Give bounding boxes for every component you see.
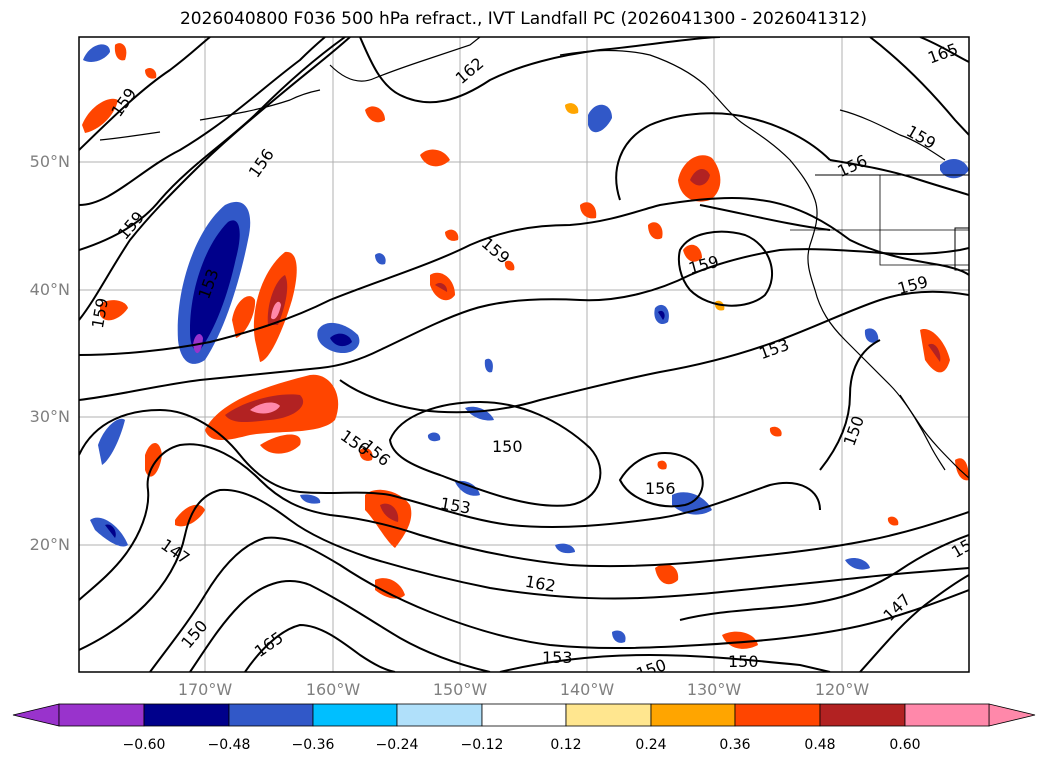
colorbar-tick-label: −0.48 [207, 737, 251, 753]
colorbar-tick-label: 0.24 [635, 737, 667, 753]
coastlines [99, 37, 969, 479]
contour-label: 15 [948, 535, 975, 562]
lat-label: 20°N [29, 535, 70, 554]
lon-label: 150°W [432, 680, 488, 699]
colorbar-segment [143, 703, 230, 727]
lon-label: 160°W [305, 680, 361, 699]
lat-label: 30°N [29, 407, 70, 426]
lat-label: 50°N [29, 152, 70, 171]
colorbar-tick-label: 0.36 [719, 737, 751, 753]
map-frame [78, 36, 970, 673]
lon-label: 130°W [686, 680, 742, 699]
refractivity-shading [82, 43, 969, 649]
contour-label: 153 [542, 648, 573, 667]
lat-label: 40°N [29, 280, 70, 299]
colorbar-tick-label: −0.36 [291, 737, 335, 753]
colorbar-max-arrow [988, 703, 1036, 727]
colorbar-segment [565, 703, 652, 727]
colorbar-segment [481, 703, 567, 727]
gridlines [79, 37, 969, 672]
lon-label: 140°W [559, 680, 615, 699]
colorbar-tick-label: −0.24 [375, 737, 419, 753]
colorbar-tick-label: 0.60 [889, 737, 921, 753]
lon-label: 120°W [814, 680, 870, 699]
contour-label: 156 [645, 479, 676, 498]
map-area [79, 37, 969, 672]
colorbar-tick-label: 0.12 [550, 737, 582, 753]
colorbar [12, 703, 1036, 727]
contour-label: 150 [492, 437, 523, 456]
colorbar-segment [734, 703, 821, 727]
colorbar-segment [650, 703, 736, 727]
colorbar-segment [904, 703, 990, 727]
colorbar-segment [58, 703, 145, 727]
contour-label: 150 [728, 652, 759, 671]
colorbar-segment [312, 703, 398, 727]
colorbar-min-arrow [12, 703, 60, 727]
colorbar-tick-label: −0.60 [122, 737, 166, 753]
colorbar-tick-label: −0.12 [460, 737, 504, 753]
colorbar-segment [396, 703, 483, 727]
figure-title: 2026040800 F036 500 hPa refract., IVT La… [179, 9, 867, 29]
lon-label: 170°W [177, 680, 233, 699]
colorbar-segment [819, 703, 906, 727]
colorbar-tick-label: 0.48 [804, 737, 836, 753]
contour-lines [79, 37, 969, 672]
colorbar-segment [228, 703, 314, 727]
